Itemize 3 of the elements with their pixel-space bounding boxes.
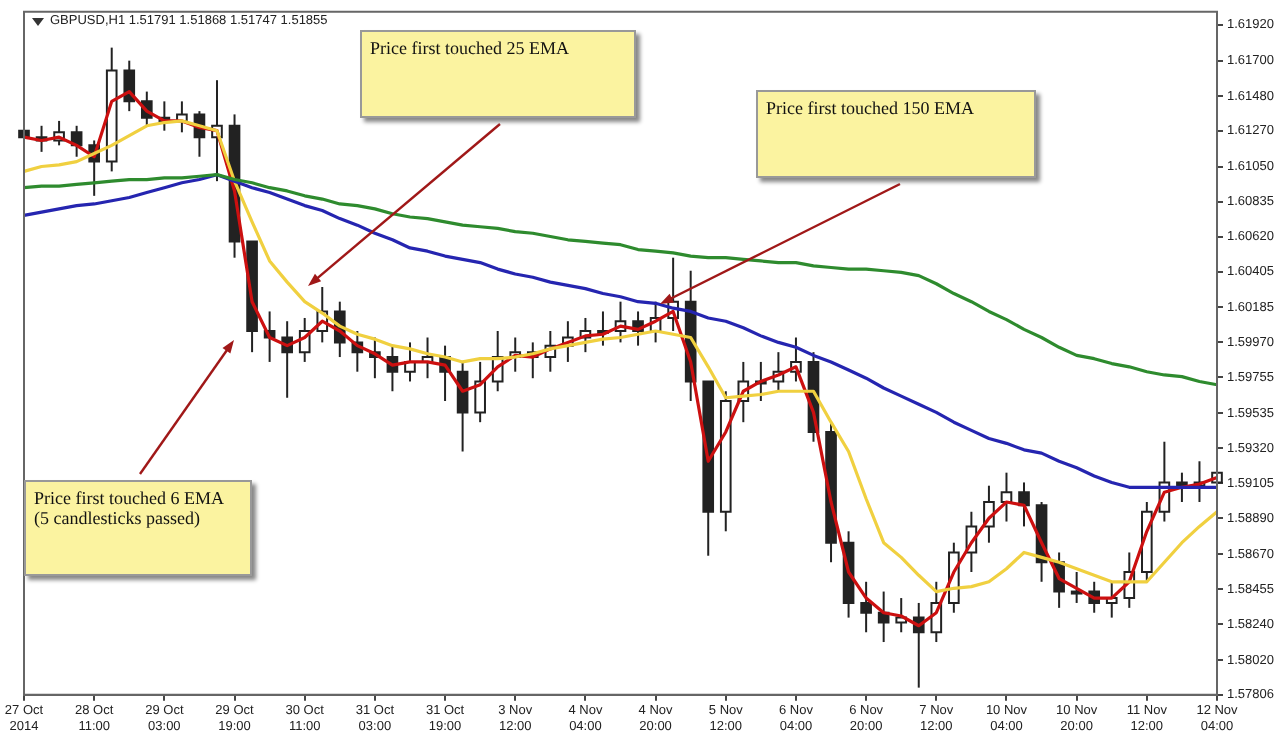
annotation: Price first touched 150 EMA <box>766 98 976 118</box>
annotation: Price first touched 6 EMA (5 candlesticks passed) <box>34 488 226 528</box>
annotation: Price first touched 25 EMA <box>370 38 571 58</box>
